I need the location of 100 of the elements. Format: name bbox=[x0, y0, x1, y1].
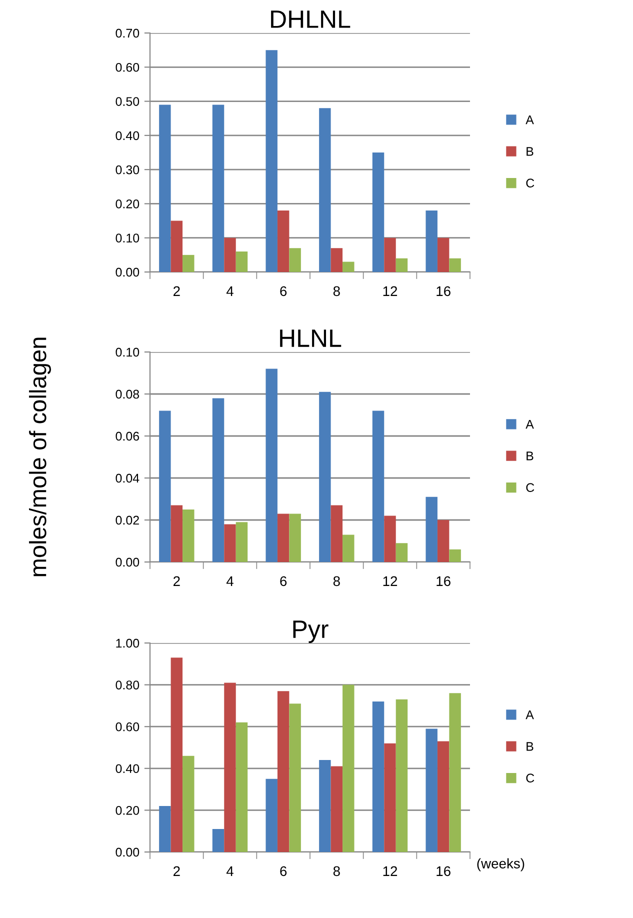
bar bbox=[342, 262, 354, 272]
chart-title: HLNL bbox=[280, 330, 342, 347]
bar bbox=[212, 104, 224, 272]
x-tick-label: 16 bbox=[436, 866, 450, 876]
y-tick-label: 0.60 bbox=[116, 722, 140, 732]
y-tick-label: 0.20 bbox=[116, 200, 140, 208]
legend-label: A bbox=[526, 420, 534, 429]
text: (weeks) bbox=[477, 858, 524, 872]
bar bbox=[277, 691, 290, 852]
bar bbox=[437, 741, 450, 852]
y-tick-label: 0.06 bbox=[116, 432, 140, 441]
y-tick-label: 0.50 bbox=[116, 97, 140, 106]
bar bbox=[182, 756, 194, 852]
y-tick-label: 0.80 bbox=[116, 680, 140, 690]
y-tick-label: 0.40 bbox=[116, 131, 140, 140]
x-tick-label: 2 bbox=[174, 286, 180, 296]
bar bbox=[449, 549, 461, 562]
bar bbox=[170, 220, 183, 272]
bar bbox=[266, 50, 278, 272]
bar bbox=[236, 252, 248, 272]
chart-title: Pyr bbox=[293, 620, 328, 643]
x-tick-label: 12 bbox=[383, 286, 398, 296]
bar bbox=[159, 410, 171, 562]
y-tick-label: 0.02 bbox=[116, 516, 139, 525]
bar bbox=[277, 514, 290, 562]
y-tick-label: 0.30 bbox=[116, 165, 140, 174]
bar bbox=[426, 210, 438, 272]
bar bbox=[384, 743, 396, 852]
chart-title: DHLNL bbox=[271, 10, 350, 28]
bar bbox=[170, 505, 183, 562]
y-tick-label: 0.00 bbox=[116, 848, 140, 857]
bar bbox=[170, 658, 183, 852]
bar bbox=[212, 398, 224, 562]
bar bbox=[182, 510, 194, 562]
y-tick-label: 0.08 bbox=[116, 390, 140, 399]
x-tick-label: 8 bbox=[333, 866, 340, 876]
bar bbox=[426, 728, 438, 852]
bar bbox=[396, 543, 408, 562]
bar bbox=[330, 766, 343, 852]
y-tick-label: 0.00 bbox=[116, 268, 140, 277]
bar bbox=[289, 514, 301, 562]
bar bbox=[266, 368, 278, 562]
bar bbox=[437, 520, 450, 562]
legend-label: C bbox=[526, 483, 534, 492]
y-tick-label: 0.00 bbox=[116, 558, 140, 567]
bar bbox=[236, 522, 248, 562]
x-tick-label: 8 bbox=[333, 286, 340, 296]
y-tick-label: 0.10 bbox=[116, 348, 140, 357]
legend-label: B bbox=[526, 452, 534, 460]
legend-label: C bbox=[526, 178, 534, 188]
y-tick-label: 0.70 bbox=[116, 28, 140, 38]
x-tick-label: 6 bbox=[280, 866, 287, 876]
x-tick-label: 4 bbox=[226, 866, 234, 876]
bar bbox=[224, 238, 236, 272]
y-axis-title: moles/mole of collagen bbox=[28, 338, 52, 576]
x-tick-label: 8 bbox=[333, 576, 340, 586]
x-tick-label: 2 bbox=[174, 576, 180, 586]
x-tick-label: 6 bbox=[280, 576, 287, 586]
bar bbox=[384, 516, 396, 562]
legend-label: A bbox=[526, 115, 534, 124]
bar bbox=[449, 258, 461, 272]
bar bbox=[396, 258, 408, 272]
bar bbox=[289, 248, 301, 272]
x-tick-label: 4 bbox=[226, 576, 234, 586]
bar bbox=[182, 254, 194, 272]
bar bbox=[426, 496, 438, 562]
y-tick-label: 0.04 bbox=[116, 474, 140, 483]
y-tick-label: 0.20 bbox=[116, 806, 140, 815]
bar bbox=[224, 524, 236, 562]
y-tick-label: 0.40 bbox=[116, 764, 140, 774]
bar bbox=[224, 682, 236, 852]
bar bbox=[384, 238, 396, 272]
bar bbox=[396, 699, 408, 852]
x-tick-label: 12 bbox=[383, 866, 398, 876]
bar bbox=[266, 778, 278, 852]
x-tick-label: 16 bbox=[436, 286, 450, 296]
bar bbox=[289, 704, 301, 852]
bar bbox=[342, 534, 354, 562]
bar bbox=[372, 702, 384, 852]
bar bbox=[437, 238, 450, 272]
legend-label: B bbox=[526, 742, 534, 751]
bar bbox=[236, 722, 248, 852]
x-tick-label: 6 bbox=[280, 286, 287, 296]
y-tick-label: 0.60 bbox=[116, 62, 140, 72]
bar bbox=[319, 392, 331, 562]
x-tick-label: 4 bbox=[226, 286, 234, 296]
y-tick-label: 0.10 bbox=[116, 234, 140, 243]
bar bbox=[372, 410, 384, 562]
legend-label: B bbox=[526, 147, 534, 156]
bar bbox=[212, 829, 224, 852]
bar bbox=[372, 152, 384, 272]
legend-label: C bbox=[526, 774, 534, 783]
bar bbox=[319, 108, 331, 272]
bar bbox=[330, 505, 343, 562]
bar bbox=[319, 760, 331, 852]
bar bbox=[342, 684, 354, 852]
bar bbox=[159, 806, 171, 852]
bar bbox=[330, 248, 343, 272]
bar bbox=[159, 104, 171, 272]
legend-label: A bbox=[526, 710, 534, 720]
